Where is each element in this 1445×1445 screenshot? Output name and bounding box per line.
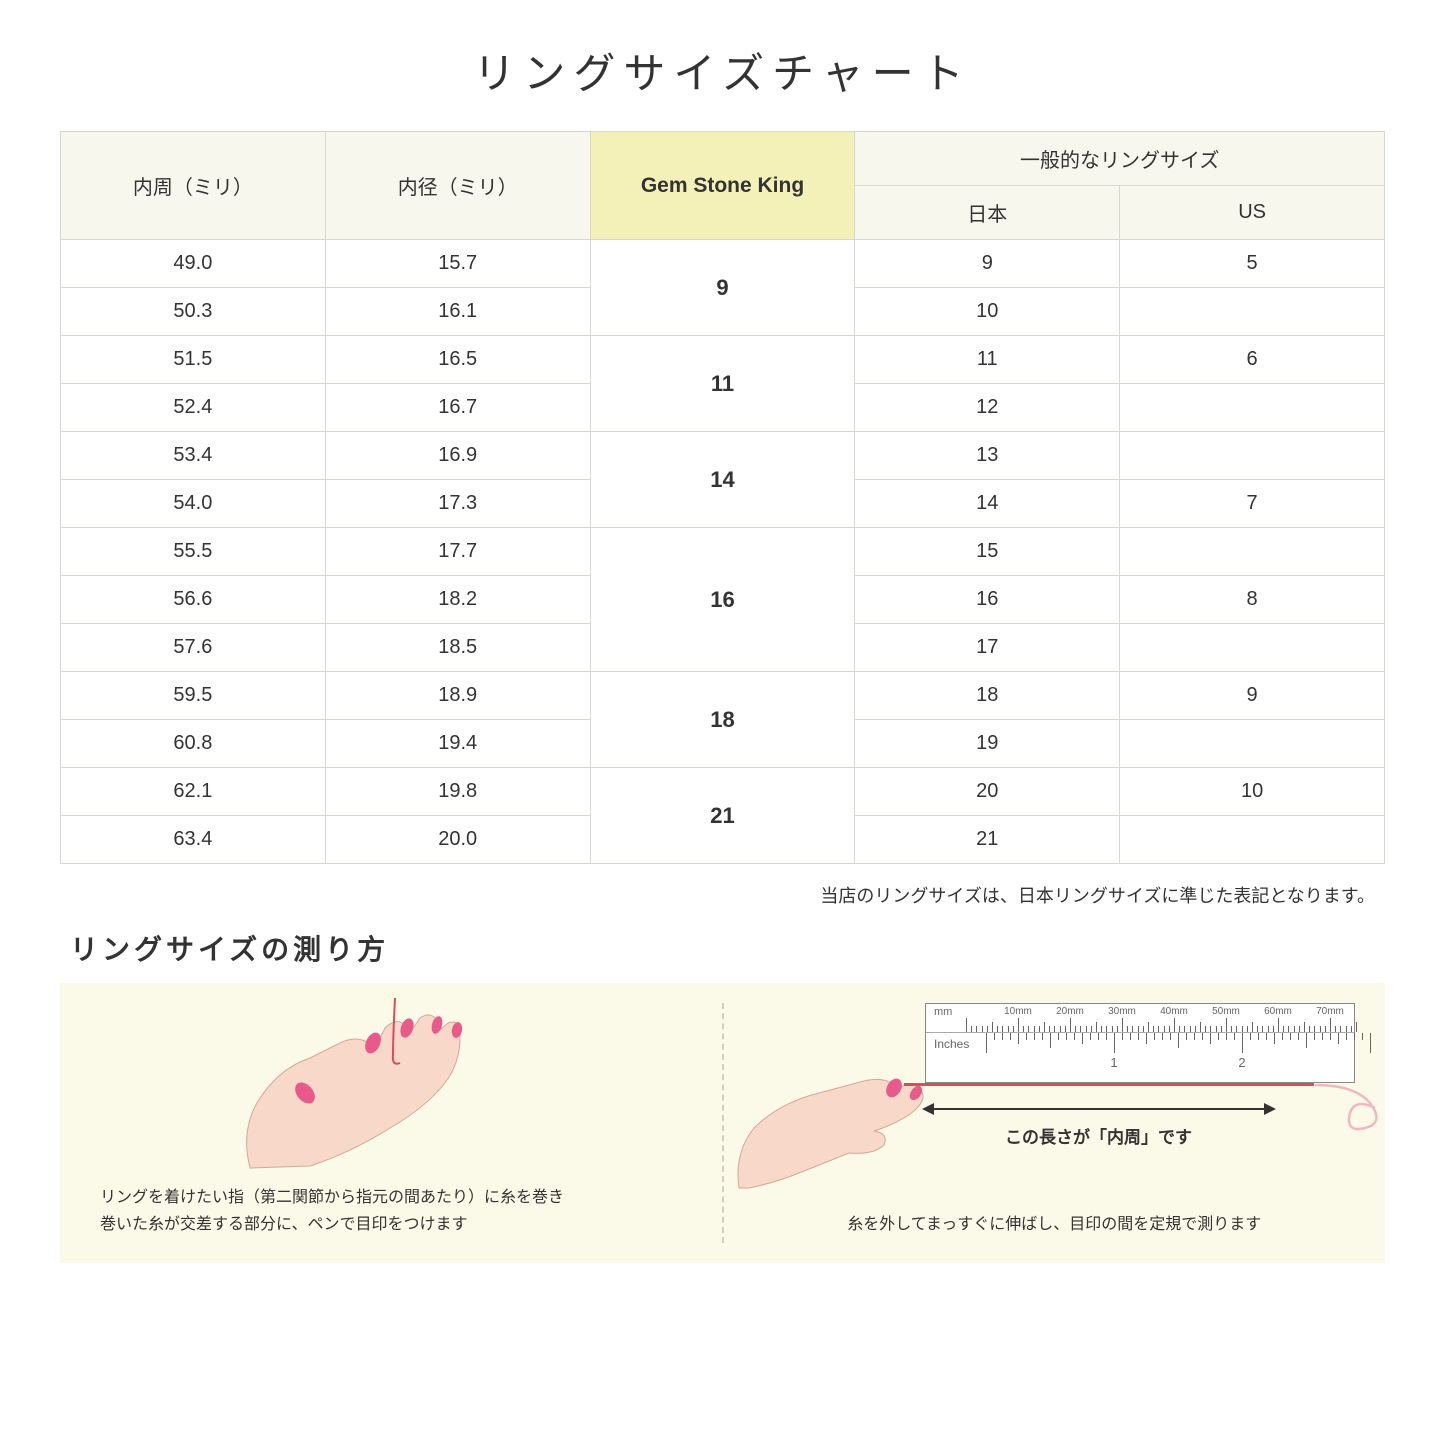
thread-line [904,1083,1314,1086]
cell-circumference: 55.5 [61,528,326,576]
cell-jp: 11 [855,336,1120,384]
cell-gsk: 11 [590,336,855,432]
ruler-mm-mark: 20mm [1056,1006,1084,1017]
table-row: 51.516.511116 [61,336,1385,384]
header-circumference: 内周（ミリ） [61,132,326,240]
cell-us [1120,816,1385,864]
cell-circumference: 54.0 [61,480,326,528]
ruler-in-mark: 2 [1238,1055,1245,1070]
cell-diameter: 16.7 [325,384,590,432]
cell-gsk: 16 [590,528,855,672]
cell-circumference: 60.8 [61,720,326,768]
cell-us: 6 [1120,336,1385,384]
ruler-mm-label: mm [934,1006,952,1018]
footnote: 当店のリングサイズは、日本リングサイズに準じた表記となります。 [60,882,1385,908]
cell-gsk: 14 [590,432,855,528]
cell-circumference: 49.0 [61,240,326,288]
table-row: 53.416.91413 [61,432,1385,480]
cell-jp: 17 [855,624,1120,672]
table-row: 49.015.7995 [61,240,1385,288]
cell-diameter: 19.4 [325,720,590,768]
cell-us [1120,624,1385,672]
measurement-arrow-label: この長さが「内周」です [924,1123,1274,1148]
cell-jp: 10 [855,288,1120,336]
cell-circumference: 59.5 [61,672,326,720]
howto-step-1: リングを着けたい指（第二関節から指元の間あたり）に糸を巻き 巻いた糸が交差する部… [60,983,722,1263]
ruler-mm-mark: 50mm [1212,1006,1240,1017]
cell-jp: 21 [855,816,1120,864]
cell-diameter: 18.9 [325,672,590,720]
cell-jp: 9 [855,240,1120,288]
ruler-in-mark: 1 [1110,1055,1117,1070]
cell-gsk: 18 [590,672,855,768]
header-jp: 日本 [855,186,1120,240]
howto-step-2-text: 糸を外してまっすぐに伸ばし、目印の間を定規で測ります [764,1211,1346,1238]
cell-jp: 15 [855,528,1120,576]
thread-swirl [1315,1073,1405,1143]
page-title: リングサイズチャート [60,40,1385,101]
cell-diameter: 17.7 [325,528,590,576]
cell-us: 8 [1120,576,1385,624]
cell-gsk: 9 [590,240,855,336]
hand-illustration-wrap [210,988,490,1178]
cell-diameter: 18.2 [325,576,590,624]
cell-us: 5 [1120,240,1385,288]
cell-us [1120,432,1385,480]
cell-circumference: 63.4 [61,816,326,864]
hand-illustration-measure [734,1053,934,1193]
ruler-illustration: mm 10mm 20mm 30mm 40mm 50mm 60mm 70mm Inches 1 2 [925,1003,1355,1083]
cell-diameter: 18.5 [325,624,590,672]
cell-circumference: 56.6 [61,576,326,624]
cell-jp: 18 [855,672,1120,720]
cell-diameter: 16.1 [325,288,590,336]
cell-diameter: 19.8 [325,768,590,816]
cell-us [1120,720,1385,768]
cell-us [1120,288,1385,336]
howto-title: リングサイズの測り方 [70,928,1385,968]
cell-diameter: 17.3 [325,480,590,528]
cell-jp: 16 [855,576,1120,624]
cell-us [1120,528,1385,576]
howto-step-2: mm10mm20mm30mm40mm50mm60mm70mm Inches12 … [724,983,1386,1263]
cell-us: 7 [1120,480,1385,528]
ruler-in-label: Inches [934,1037,969,1051]
ruler-mm-mark: 70mm [1316,1006,1344,1017]
howto-panel: リングを着けたい指（第二関節から指元の間あたり）に糸を巻き 巻いた糸が交差する部… [60,983,1385,1263]
howto-step-1-text: リングを着けたい指（第二関節から指元の間あたり）に糸を巻き 巻いた糸が交差する部… [100,1184,682,1238]
cell-us [1120,384,1385,432]
ruler-mm-mark: 30mm [1108,1006,1136,1017]
measurement-arrow [924,1108,1274,1110]
cell-jp: 12 [855,384,1120,432]
size-chart-table: 内周（ミリ） 内径（ミリ） Gem Stone King 一般的なリングサイズ … [60,131,1385,864]
cell-jp: 20 [855,768,1120,816]
table-row: 55.517.71615 [61,528,1385,576]
cell-jp: 13 [855,432,1120,480]
cell-diameter: 16.9 [325,432,590,480]
cell-circumference: 50.3 [61,288,326,336]
table-row: 62.119.8212010 [61,768,1385,816]
cell-jp: 14 [855,480,1120,528]
table-row: 59.518.918189 [61,672,1385,720]
ruler-mm-mark: 40mm [1160,1006,1188,1017]
cell-circumference: 52.4 [61,384,326,432]
ruler-mm-mark: 60mm [1264,1006,1292,1017]
cell-circumference: 62.1 [61,768,326,816]
cell-circumference: 57.6 [61,624,326,672]
cell-jp: 19 [855,720,1120,768]
cell-us: 10 [1120,768,1385,816]
header-general: 一般的なリングサイズ [855,132,1385,186]
cell-circumference: 51.5 [61,336,326,384]
cell-diameter: 15.7 [325,240,590,288]
cell-diameter: 16.5 [325,336,590,384]
ruler-mm-mark: 10mm [1004,1006,1032,1017]
cell-gsk: 21 [590,768,855,864]
header-us: US [1120,186,1385,240]
header-diameter: 内径（ミリ） [325,132,590,240]
header-gsk: Gem Stone King [590,132,855,240]
cell-circumference: 53.4 [61,432,326,480]
cell-us: 9 [1120,672,1385,720]
cell-diameter: 20.0 [325,816,590,864]
